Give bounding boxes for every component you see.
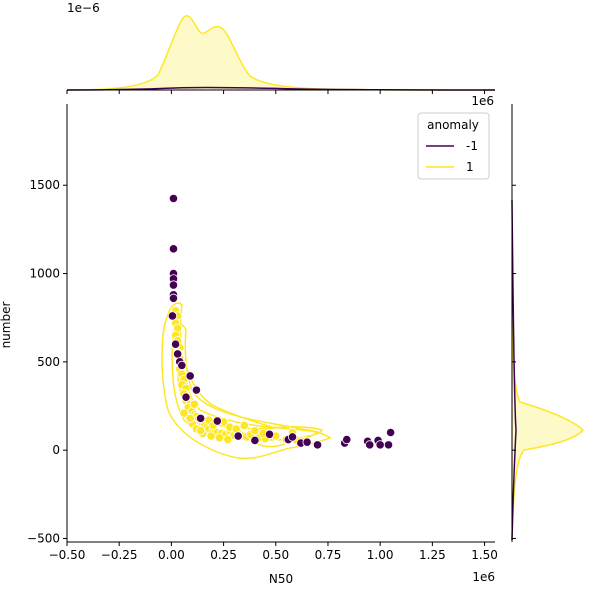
- scatter-point-neg1: [312, 440, 323, 450]
- legend-label-neg1: -1: [466, 139, 478, 153]
- right-marginal-kde-line-1: [511, 319, 585, 541]
- scatter-point-neg1: [375, 440, 385, 450]
- x-tick-label: −0.25: [101, 548, 138, 562]
- scatter-point-neg1: [170, 339, 181, 349]
- scatter-point-1: [185, 413, 195, 423]
- scatter-point-neg1: [168, 193, 179, 204]
- scatter-point-neg1: [191, 385, 202, 395]
- x-tick-label: 0.50: [262, 548, 289, 562]
- kde-contour-mid: [171, 323, 320, 441]
- top-marginal-ticks: [66, 90, 486, 94]
- y-tick-label: −500: [27, 531, 60, 545]
- x-axis-label: N50: [269, 572, 293, 586]
- scatter-point-1: [189, 399, 199, 409]
- scatter-point-neg1: [168, 280, 179, 290]
- scatter-point-neg1: [386, 427, 396, 438]
- x-tick-label: 1.25: [419, 548, 446, 562]
- scatter-point-neg1: [167, 311, 178, 321]
- top-marginal-kde-fill-1: [67, 15, 495, 90]
- scatter-point-neg1: [287, 432, 298, 442]
- legend-title: anomaly: [427, 118, 479, 132]
- scatter-point-neg1: [264, 429, 275, 439]
- right-marginal-kde-line-neg1: [511, 199, 517, 541]
- top-marginal: 1e−6: [66, 1, 496, 94]
- x-scale-label: 1e6: [472, 570, 495, 584]
- scatter-points: [167, 193, 396, 450]
- x-tick-label: 0.75: [315, 548, 342, 562]
- y-tick-label: 0: [52, 443, 60, 457]
- right-marginal-scale-label: 1e6: [471, 94, 494, 108]
- right-marginal-ticks: [512, 184, 516, 539]
- scatter-point-neg1: [302, 437, 312, 447]
- scatter-point-1: [214, 433, 225, 443]
- x-tick-label: 0.00: [158, 548, 185, 562]
- scatter-point-neg1: [196, 413, 206, 423]
- x-tick-label: −0.50: [49, 548, 86, 562]
- x-tick-label: 1.50: [471, 548, 498, 562]
- x-axis-ticks: −0.50 −0.25 0.00 0.25 0.50 0.75 1.00 1.25 1.50: [49, 542, 498, 562]
- right-marginal-kde-fill-1: [512, 320, 583, 540]
- y-tick-label: 1500: [29, 178, 60, 192]
- y-axis-ticks: −500 0 500 1000 1500: [27, 178, 67, 545]
- x-tick-label: 1.00: [367, 548, 394, 562]
- top-marginal-scale-label: 1e−6: [67, 1, 100, 15]
- scatter-point-neg1: [173, 349, 183, 359]
- scatter-point-neg1: [383, 440, 394, 450]
- y-tick-label: 500: [37, 355, 60, 369]
- scatter-point-neg1: [365, 440, 375, 450]
- y-tick-label: 1000: [29, 267, 60, 281]
- x-tick-label: 0.25: [210, 548, 237, 562]
- scatter-point-1: [206, 431, 216, 441]
- main-plot: −0.50 −0.25 0.00 0.25 0.50 0.75 1.00 1.25 1.50 −…: [0, 104, 498, 586]
- scatter-point-neg1: [181, 392, 191, 402]
- scatter-point-neg1: [342, 434, 352, 445]
- scatter-point-neg1: [168, 244, 179, 254]
- scatter-point-neg1: [185, 371, 195, 381]
- scatter-point-neg1: [250, 435, 260, 446]
- scatter-point-neg1: [212, 416, 222, 426]
- right-marginal: 1e6: [471, 94, 585, 542]
- scatter-point-1: [196, 426, 206, 436]
- scatter-point-1: [179, 408, 189, 418]
- scatter-point-1: [250, 426, 260, 436]
- scatter-point-neg1: [168, 293, 179, 303]
- y-axis-label: number: [0, 302, 13, 349]
- legend: anomaly -1 1: [417, 112, 490, 180]
- scatter-point-1: [223, 434, 233, 445]
- scatter-point-1: [239, 420, 250, 431]
- scatter-point-neg1: [233, 431, 243, 441]
- legend-label-1: 1: [466, 160, 474, 174]
- scatter-point-neg1: [177, 360, 187, 370]
